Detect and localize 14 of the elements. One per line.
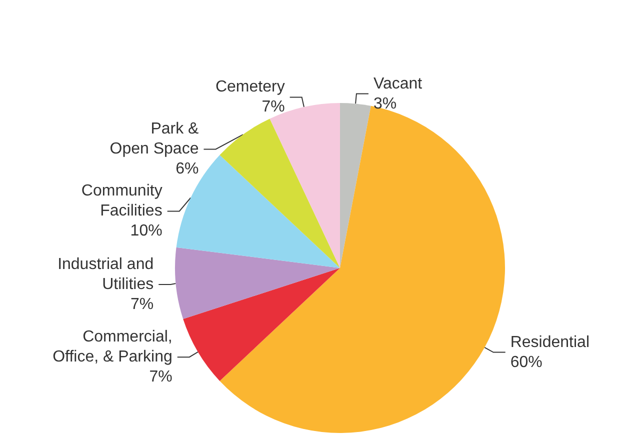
slice-label: Cemetery — [215, 78, 285, 96]
data-label: 7% — [130, 296, 154, 313]
data-label: 6% — [176, 160, 199, 178]
data-label: 7% — [149, 368, 172, 386]
data-label: 3% — [373, 95, 397, 112]
data-label: 10% — [130, 222, 162, 240]
data-label: 7% — [262, 98, 285, 116]
slice-label: Industrial and Utilities — [58, 256, 154, 293]
slice-label: Residential — [510, 334, 590, 351]
data-label: 60% — [510, 354, 542, 371]
slice-label: Commercial, Office, & Parking — [52, 328, 172, 366]
slice-label: Park & Open Space — [110, 120, 200, 158]
slice-label: Community Facilities — [81, 182, 162, 220]
slice-label: Vacant — [373, 75, 423, 92]
